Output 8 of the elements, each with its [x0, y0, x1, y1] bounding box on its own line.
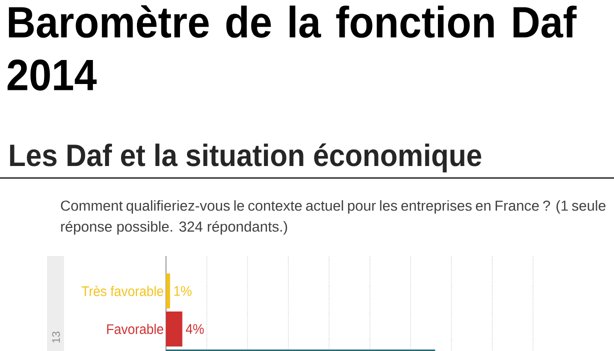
chart-title: Baromètre de la fonction Daf 2014 — [8, 5, 577, 91]
text: 13 — [52, 332, 60, 343]
data-label: 1% — [174, 286, 192, 296]
data-label: 4% — [186, 324, 204, 334]
chart-subtitle: Les Daf et la situation économique — [10, 143, 482, 172]
y-tick-label: Favorable — [107, 324, 164, 334]
y-tick-label: Très favorable — [82, 286, 164, 296]
text: Comment qualifieriez-vous le contexte actuel pour les entreprises en France ? (1 seule réponse possible. 324 répondants.) — [60, 200, 606, 235]
